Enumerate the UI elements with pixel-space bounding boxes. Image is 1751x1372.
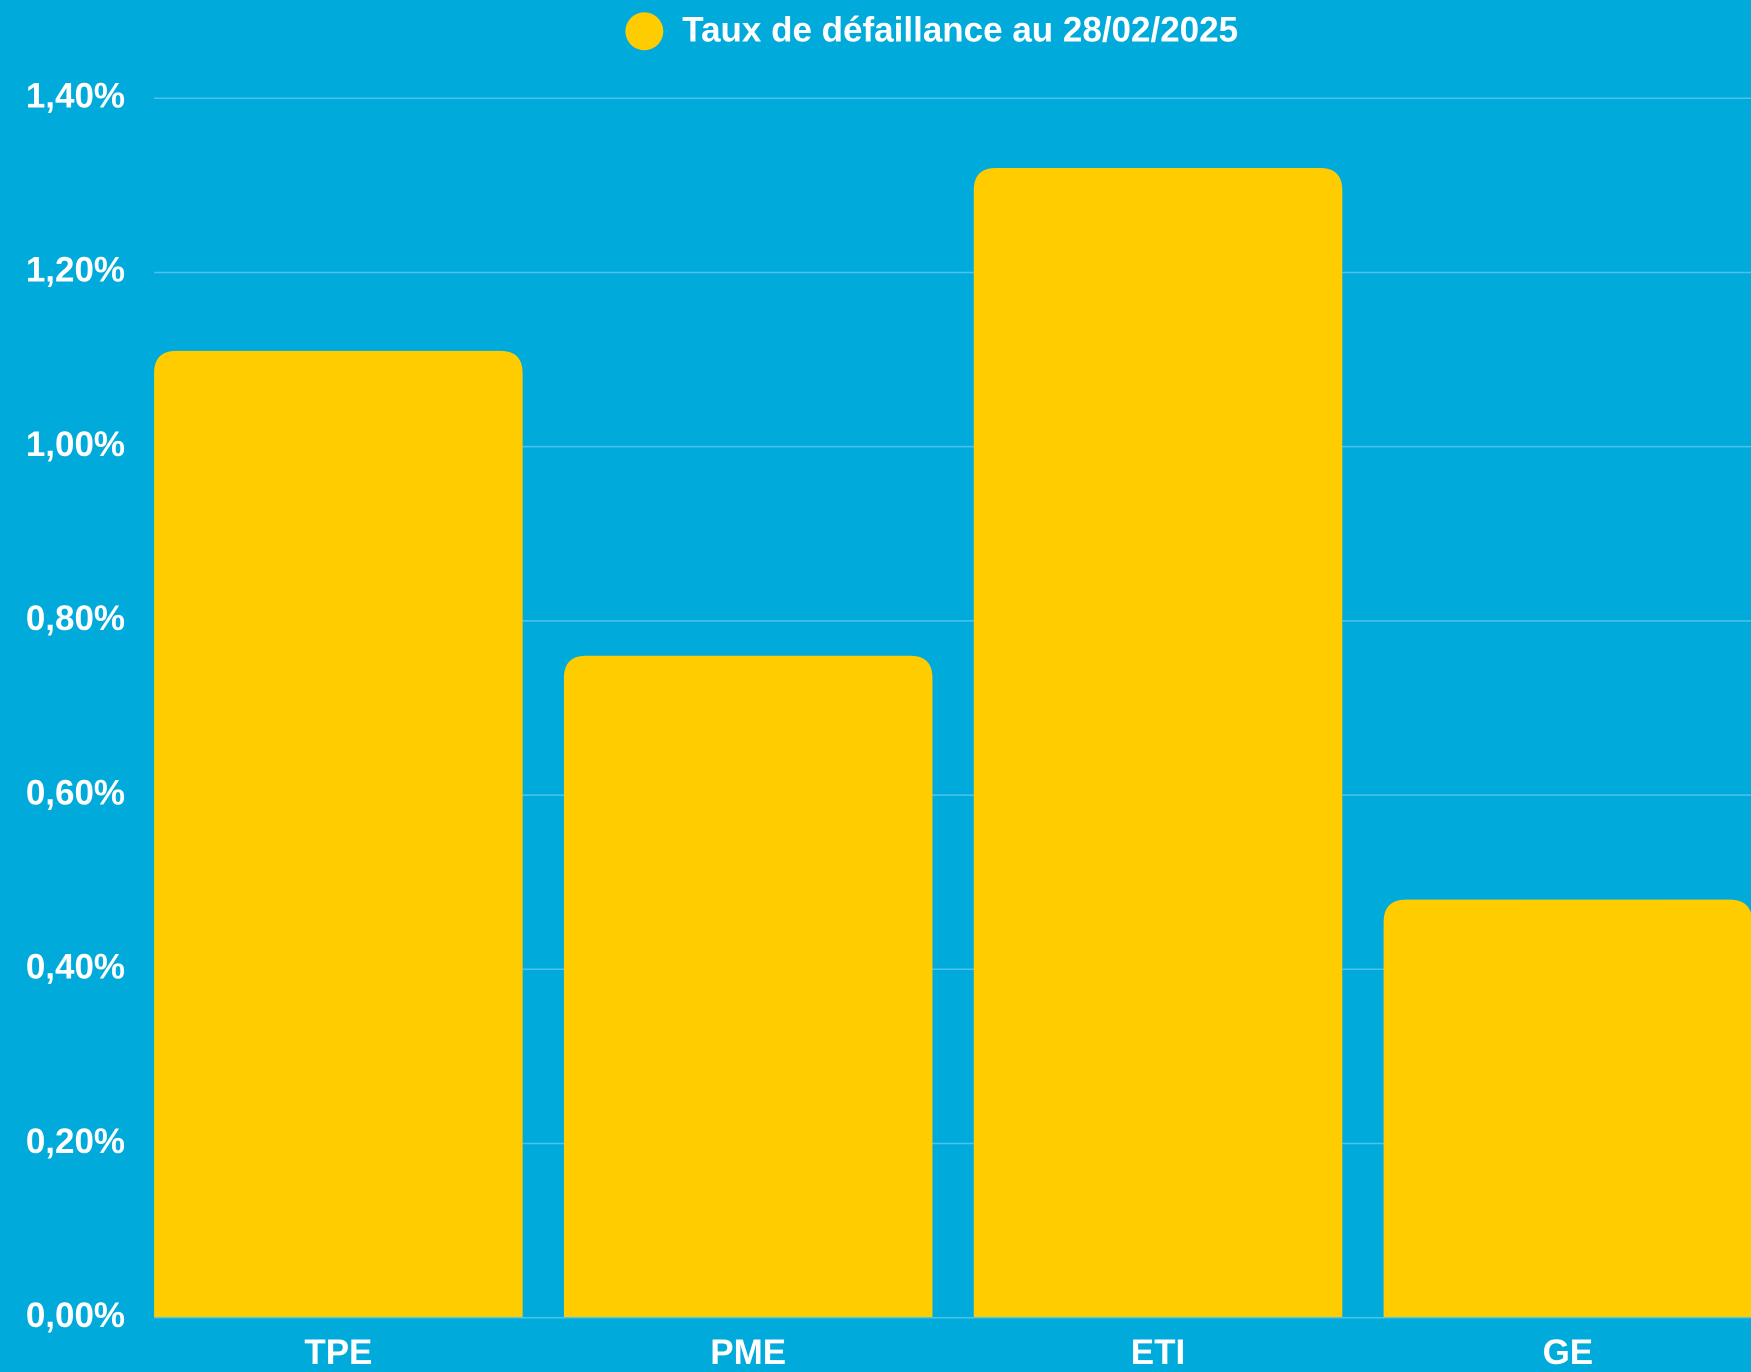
bar bbox=[973, 167, 1343, 1318]
y-tick-label: 0,00% bbox=[26, 1296, 125, 1335]
y-tick-label: 1,20% bbox=[26, 251, 125, 290]
x-tick-label: ETI bbox=[1131, 1333, 1185, 1372]
y-tick-label: 0,40% bbox=[26, 948, 125, 987]
y-tick-label: 0,20% bbox=[26, 1122, 125, 1161]
x-tick-label: GE bbox=[1543, 1333, 1594, 1372]
y-tick-label: 0,60% bbox=[26, 773, 125, 812]
legend-marker bbox=[625, 12, 664, 51]
y-tick-label: 0,80% bbox=[26, 599, 125, 638]
y-tick-label: 1,00% bbox=[26, 425, 125, 464]
x-tick-label: PME bbox=[710, 1333, 786, 1372]
legend-label: Taux de défaillance au 28/02/2025 bbox=[682, 11, 1238, 50]
bar bbox=[1383, 899, 1751, 1318]
bar bbox=[563, 655, 933, 1318]
bar bbox=[154, 350, 523, 1318]
x-tick-label: TPE bbox=[304, 1333, 372, 1372]
y-tick-label: 1,40% bbox=[26, 77, 125, 116]
